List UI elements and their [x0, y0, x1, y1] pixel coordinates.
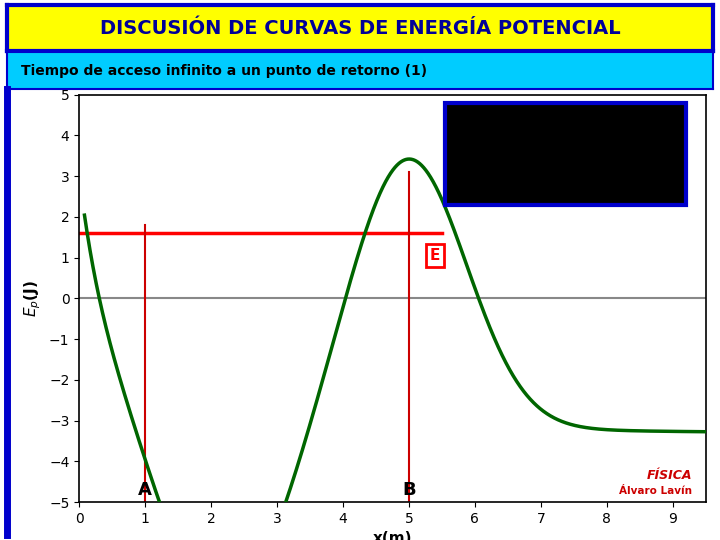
Y-axis label: $E_p$(J): $E_p$(J)	[23, 280, 43, 317]
Bar	[445, 103, 686, 205]
Text: DISCUSIÓN DE CURVAS DE ENERGÍA POTENCIAL: DISCUSIÓN DE CURVAS DE ENERGÍA POTENCIAL	[99, 19, 621, 38]
Text: Tiempo de acceso infinito a un punto de retorno (1): Tiempo de acceso infinito a un punto de …	[22, 64, 428, 78]
Text: Álvaro Lavín: Álvaro Lavín	[619, 486, 693, 496]
Text: FÍSICA: FÍSICA	[647, 469, 693, 482]
Text: E: E	[430, 248, 441, 263]
X-axis label: x(m): x(m)	[373, 531, 412, 540]
Text: A: A	[138, 481, 152, 499]
Text: B: B	[402, 481, 415, 499]
